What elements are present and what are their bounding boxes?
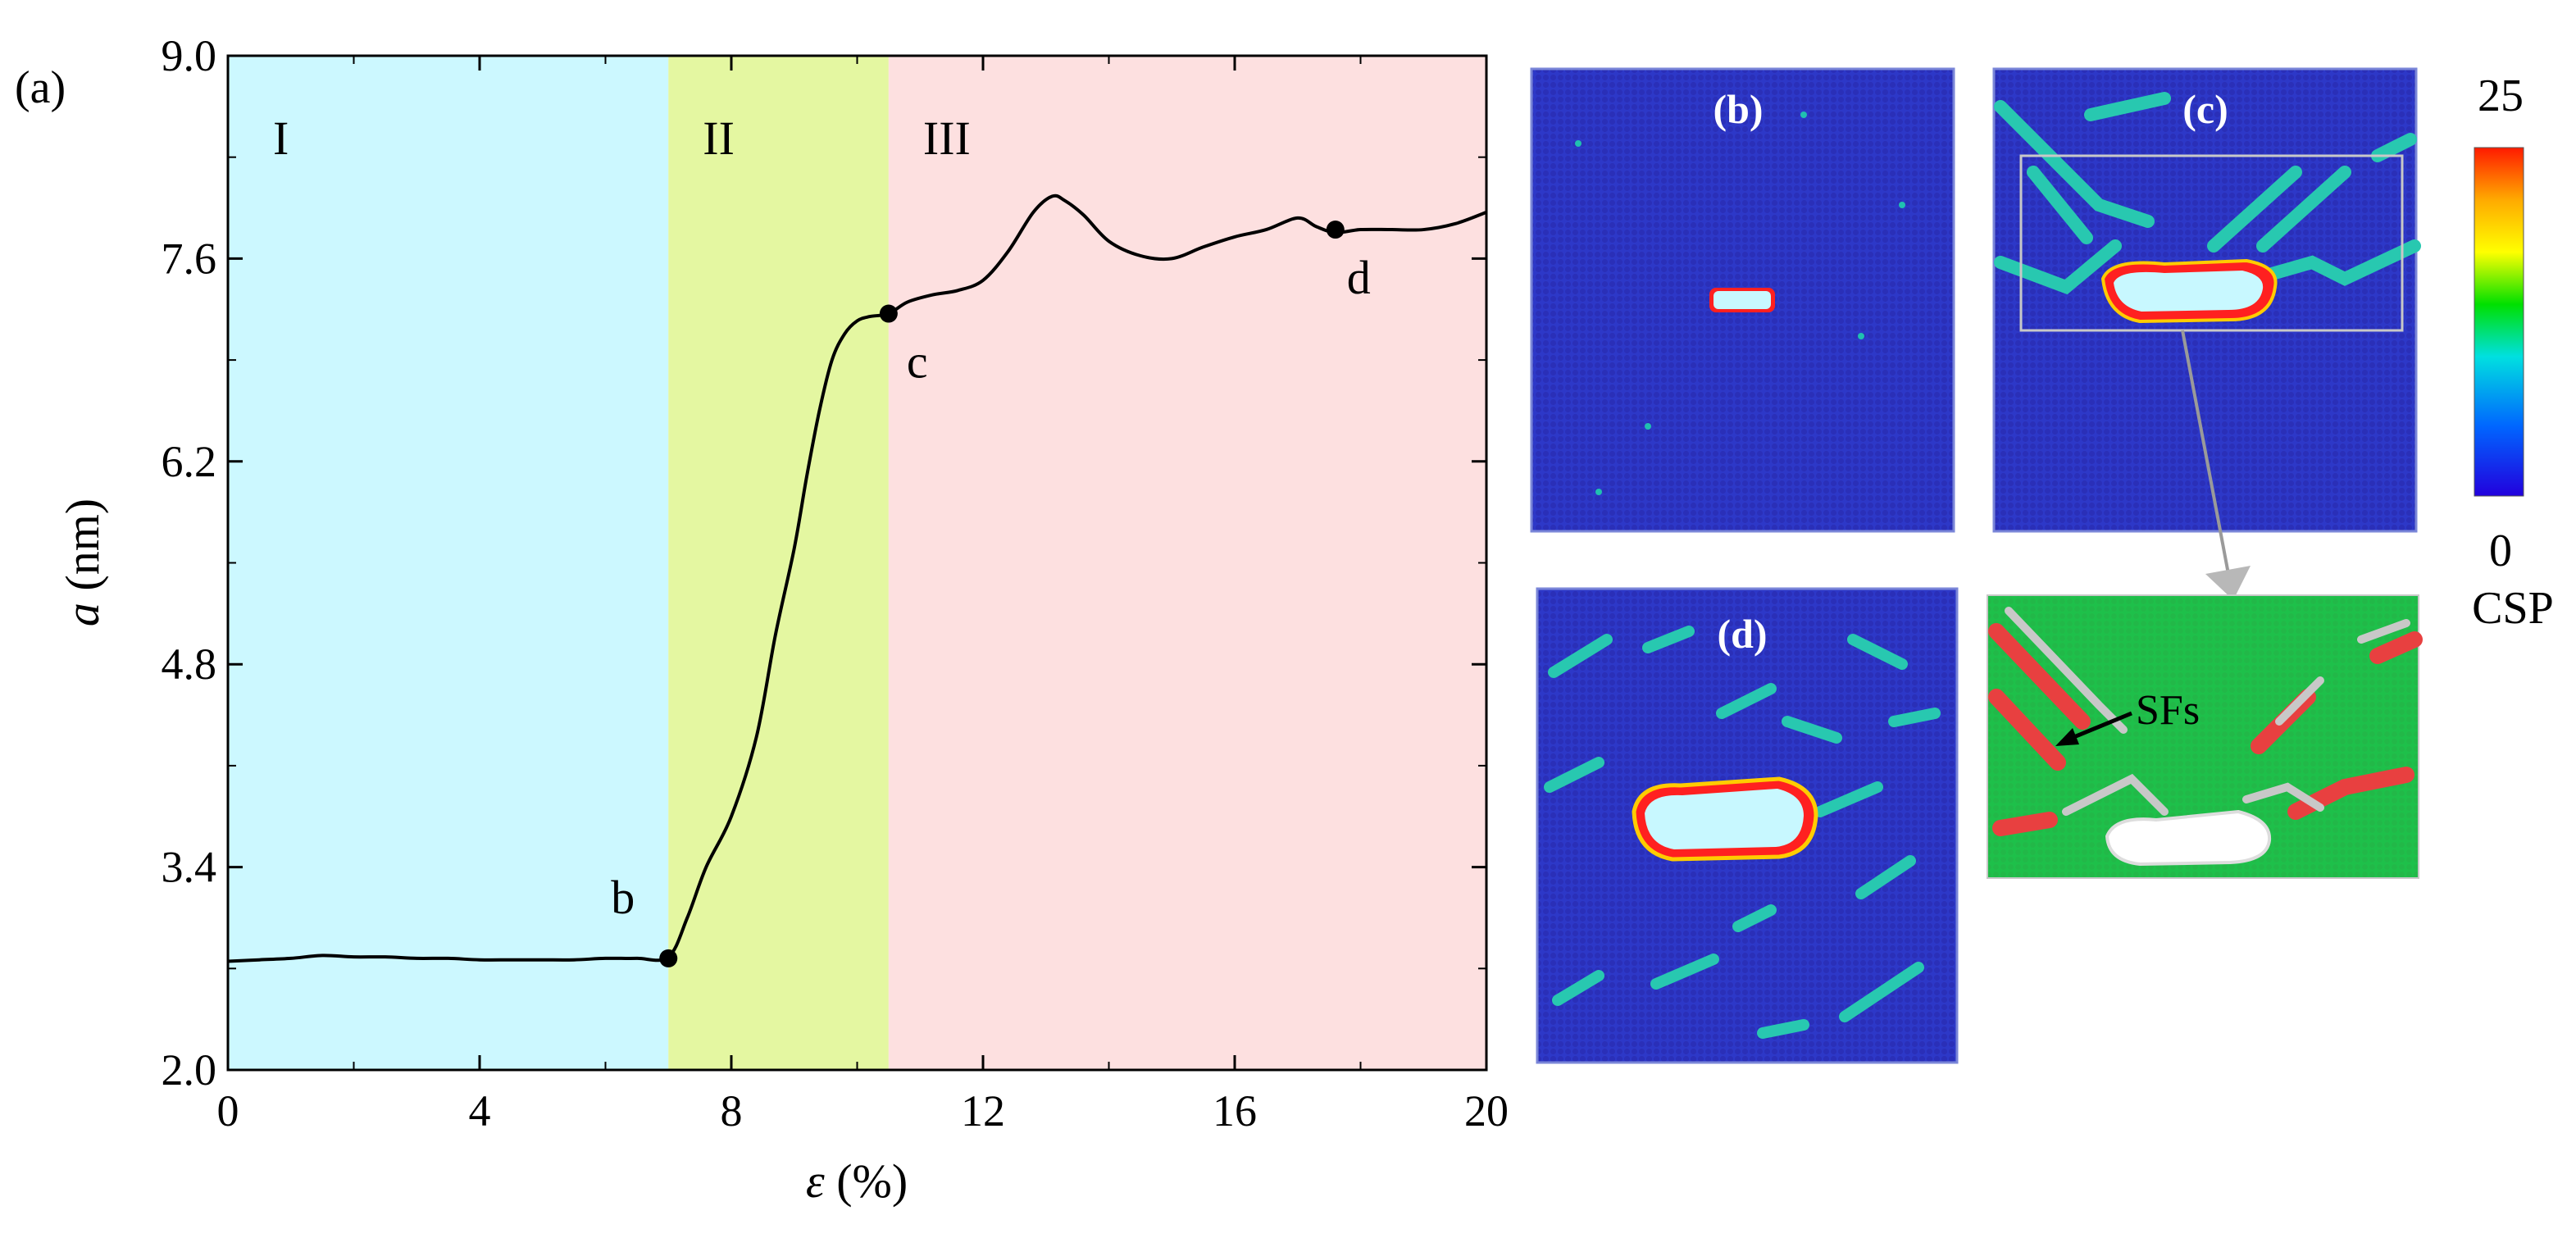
zoom-inset: SFs: [1987, 594, 2423, 879]
x-tick-label: 12: [961, 1086, 1005, 1136]
marked-points: b c d: [611, 221, 1371, 967]
strain-regions: I II III: [228, 56, 1486, 1070]
x-tick-label: 0: [217, 1086, 239, 1136]
sfs-annotation: SFs: [2136, 687, 2200, 734]
colorbar-title: CSP: [2472, 583, 2554, 634]
snapshot-c-label: (c): [2182, 86, 2228, 132]
x-axis-label: ε (%): [806, 1154, 908, 1208]
point-label-c: c: [907, 335, 928, 389]
snapshot-d: (d): [1536, 587, 1959, 1064]
zoom-arrow: [2181, 330, 2251, 600]
panel-label-a: (a): [15, 62, 66, 113]
series-line-a: [227, 193, 1487, 963]
y-tick-label: 6.2: [162, 437, 217, 486]
region-label-II: II: [703, 112, 735, 165]
svg-text:a (nm): a (nm): [56, 498, 109, 626]
x-tick-label: 4: [469, 1086, 491, 1136]
y-tick-label: 7.6: [162, 234, 217, 283]
sfs-arrow: [2055, 711, 2132, 746]
region-label-III: III: [923, 112, 971, 165]
x-tick-label: 16: [1213, 1086, 1257, 1136]
snapshot-b: (b): [1530, 67, 1955, 533]
point-b: [659, 949, 678, 967]
y-tick-label: 2.0: [162, 1045, 217, 1095]
x-axis-unit: (%): [836, 1154, 908, 1208]
region-label-I: I: [273, 112, 289, 165]
y-axis-unit: (nm): [56, 498, 109, 591]
y-tick-label: 4.8: [162, 639, 217, 689]
y-tick-label: 9.0: [162, 31, 217, 80]
colorbar-gradient: [2474, 147, 2524, 497]
snapshot-d-void: [1645, 789, 1804, 849]
line-chart: I II III 0 4 8 12 16 202.03.44.86.27.69.0 bcd (…: [15, 31, 1509, 1208]
snapshot-b-defects: [1575, 112, 1905, 495]
y-tick-label: 3.4: [162, 843, 217, 892]
colorbar-min-label: 0: [2489, 526, 2512, 576]
region-I: [228, 56, 669, 1070]
snapshot-c: (c): [1992, 67, 2421, 533]
x-tick-label: 8: [721, 1086, 743, 1136]
x-tick-label: 20: [1464, 1086, 1509, 1136]
point-label-d: d: [1347, 251, 1371, 304]
point-label-b: b: [611, 871, 635, 924]
snapshot-c-void: [2114, 271, 2264, 312]
x-axis-symbol: ε: [806, 1154, 825, 1208]
colorbar-max-label: 25: [2478, 71, 2524, 121]
snapshot-b-void: [1714, 291, 1771, 309]
inset-void: [2105, 809, 2272, 867]
y-axis-label: a (nm): [56, 498, 109, 626]
snapshot-d-defects: [1544, 626, 1941, 1039]
region-III: [888, 56, 1486, 1070]
axis-ticks: 0 4 8 12 16 20 2.0 3.4 4.8 6.2 7.6 9.0: [162, 31, 1509, 1136]
snapshot-d-label: (d): [1717, 611, 1767, 657]
y-axis-symbol: a: [56, 603, 109, 626]
region-II: [668, 56, 889, 1070]
snapshot-c-zoom-box: [2019, 154, 2404, 332]
snapshot-c-stacking-faults: [1994, 92, 2421, 295]
colorbar: 25 0 CSP: [2472, 71, 2554, 634]
point-c: [879, 304, 898, 323]
series-a: [227, 193, 1487, 963]
snapshot-b-label: (b): [1713, 86, 1763, 132]
point-d: [1326, 221, 1345, 239]
